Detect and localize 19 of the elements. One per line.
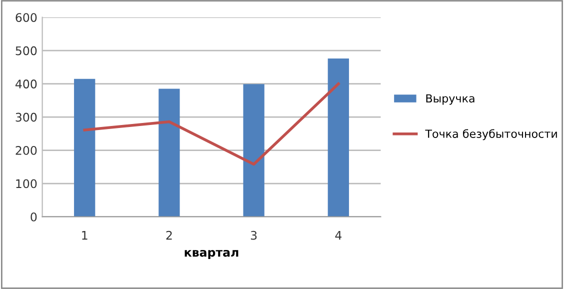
bar — [158, 88, 180, 217]
x-axis-title: квартал — [184, 250, 238, 260]
bar — [74, 78, 96, 217]
bar — [328, 58, 349, 217]
y-tick-label: 500 — [16, 46, 37, 56]
x-tick-label: 4 — [335, 231, 342, 240]
x-tick-label: 3 — [250, 230, 257, 240]
x-tick-label: 1 — [82, 231, 88, 240]
legend-label: Выручка — [426, 94, 474, 105]
y-tick-label: 300 — [16, 112, 37, 122]
y-tick-label: 400 — [15, 80, 37, 88]
line-series — [83, 82, 340, 166]
y-tick-label: 200 — [16, 146, 37, 155]
legend-label: Точка безубыточности — [425, 129, 557, 140]
bar — [243, 84, 264, 217]
y-tick-label: 100 — [16, 179, 37, 188]
y-tick-label: 0 — [30, 212, 37, 222]
x-tick-label: 2 — [166, 230, 172, 240]
y-tick-label: 600 — [16, 13, 37, 22]
